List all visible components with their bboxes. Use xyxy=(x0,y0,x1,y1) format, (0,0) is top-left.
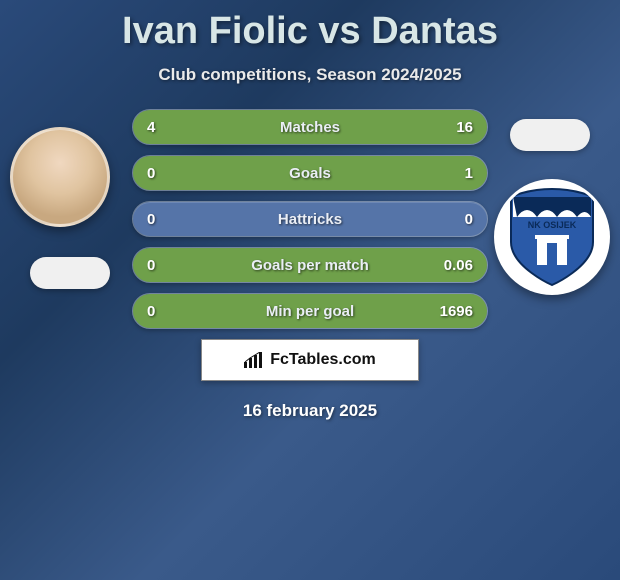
stat-value-right: 0.06 xyxy=(413,257,473,274)
stat-value-right: 1 xyxy=(413,165,473,182)
stat-row: 0Min per goal1696 xyxy=(132,293,488,329)
stat-row: 4Matches16 xyxy=(132,109,488,145)
stat-label: Goals xyxy=(207,165,413,182)
player-right-flag xyxy=(510,119,590,151)
player-right-badge: NK OSIJEK xyxy=(494,179,610,295)
stat-value-left: 4 xyxy=(147,119,207,136)
stat-row: 0Goals1 xyxy=(132,155,488,191)
stat-value-right: 16 xyxy=(413,119,473,136)
stat-value-right: 1696 xyxy=(413,303,473,320)
stat-row: 0Goals per match0.06 xyxy=(132,247,488,283)
stat-label: Goals per match xyxy=(207,257,413,274)
page-title: Ivan Fiolic vs Dantas xyxy=(0,0,620,53)
date-text: 16 february 2025 xyxy=(0,401,620,421)
stat-value-right: 0 xyxy=(413,211,473,228)
player-left-flag xyxy=(30,257,110,289)
branding-tag: FcTables.com xyxy=(201,339,419,381)
stat-value-left: 0 xyxy=(147,165,207,182)
subtitle: Club competitions, Season 2024/2025 xyxy=(0,65,620,85)
stat-label: Min per goal xyxy=(207,303,413,320)
branding-text: FcTables.com xyxy=(270,351,376,369)
stats-rows: 4Matches160Goals10Hattricks00Goals per m… xyxy=(132,109,488,329)
stat-label: Matches xyxy=(207,119,413,136)
stat-value-left: 0 xyxy=(147,303,207,320)
club-shield-icon: NK OSIJEK xyxy=(507,187,597,287)
stat-value-left: 0 xyxy=(147,211,207,228)
bar-chart-icon xyxy=(244,352,264,368)
stat-value-left: 0 xyxy=(147,257,207,274)
comparison-stage: NK OSIJEK 4Matches160Goals10Hattricks00G… xyxy=(0,109,620,329)
stat-label: Hattricks xyxy=(207,211,413,228)
player-left-avatar xyxy=(10,127,110,227)
stat-row: 0Hattricks0 xyxy=(132,201,488,237)
club-name-text: NK OSIJEK xyxy=(528,220,577,230)
